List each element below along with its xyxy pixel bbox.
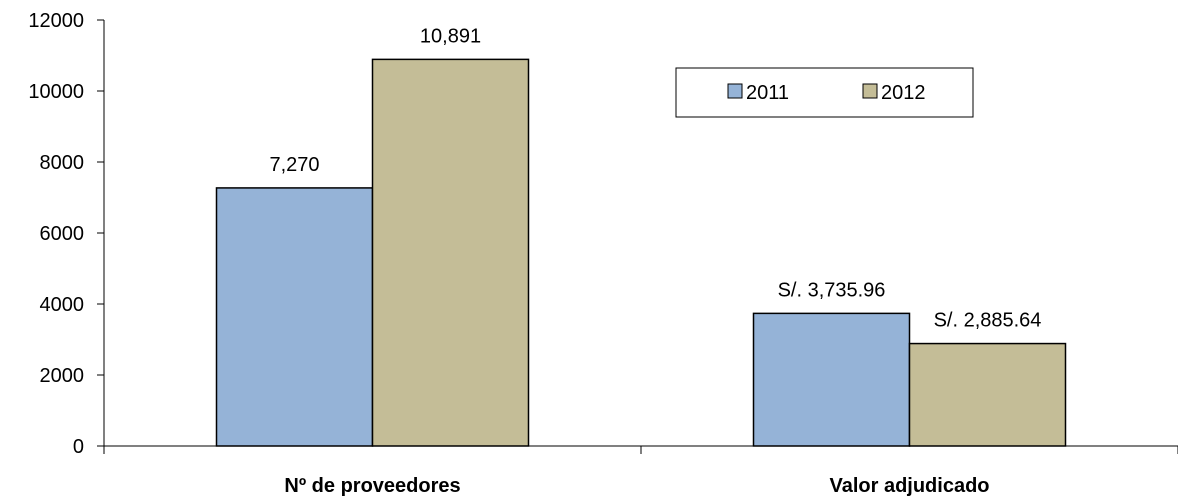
y-tick-label: 0 (73, 436, 84, 458)
bar-2012-1 (373, 59, 529, 446)
category-label: Valor adjudicado (829, 475, 989, 497)
y-tick-label: 12000 (28, 10, 84, 32)
data-label-2012-1: 10,891 (420, 25, 481, 47)
category-label: Nº de proveedores (284, 475, 460, 497)
y-tick-label: 4000 (40, 294, 85, 316)
data-label-2011-1: 7,270 (269, 154, 319, 176)
legend-swatch-2012 (863, 84, 877, 98)
category-labels: Nº de proveedores Valor adjudicado (284, 475, 989, 497)
y-tick-label: 2000 (40, 365, 85, 387)
data-label-2011-2: S/. 3,735.96 (778, 279, 886, 301)
bar-2011-2 (754, 313, 910, 446)
y-tick-label: 6000 (40, 223, 85, 245)
y-axis: 0 2000 4000 6000 8000 10000 12000 (28, 10, 104, 458)
legend-label-2011: 2011 (746, 82, 789, 104)
y-tick-label: 10000 (28, 81, 84, 103)
bar-2012-2 (910, 344, 1066, 446)
data-label-2012-2: S/. 2,885.64 (934, 310, 1042, 332)
legend-swatch-2011 (728, 84, 742, 98)
legend-label-2012: 2012 (881, 82, 926, 104)
y-tick-label: 8000 (40, 152, 85, 174)
x-axis (104, 446, 1178, 454)
legend-box (676, 68, 973, 117)
bar-2011-1 (217, 188, 373, 446)
legend: 2011 2012 (676, 68, 973, 117)
